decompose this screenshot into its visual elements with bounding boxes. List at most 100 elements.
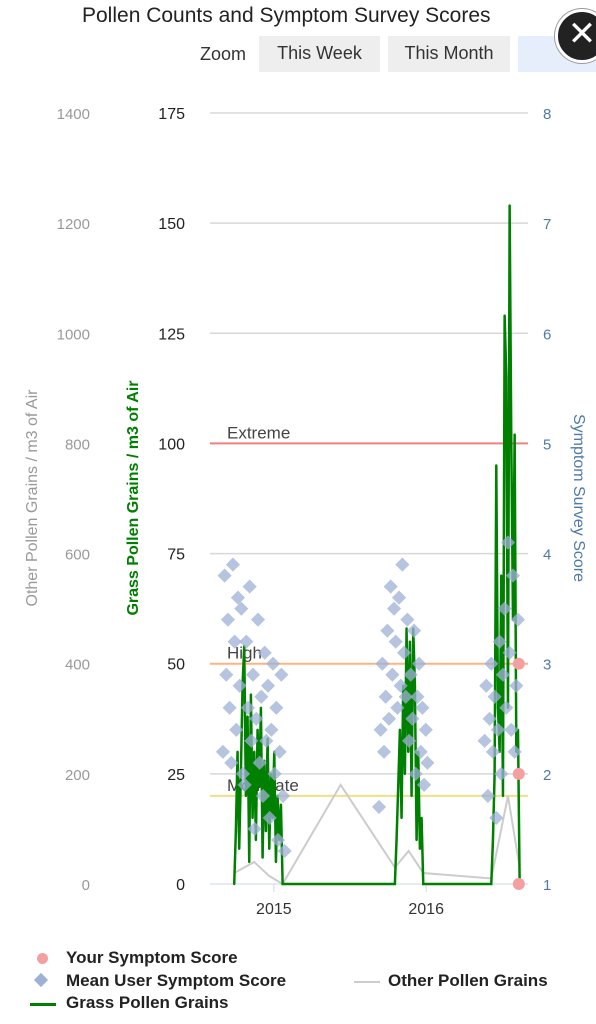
grass-axis-tick-label: 50 (167, 657, 185, 674)
mean-symptom-point (510, 612, 526, 627)
grass-pollen-point (261, 856, 264, 859)
zoom-label: Zoom (200, 44, 247, 64)
zoom-this-month-button[interactable]: This Month (388, 36, 510, 72)
other-axis-tick-label: 1000 (57, 326, 90, 343)
mean-symptom-point (406, 623, 422, 638)
grass-pollen-point (234, 829, 238, 833)
grass-pollen-point (248, 860, 251, 864)
grass-pollen-point (407, 750, 410, 754)
chart-title: Pollen Counts and Symptom Survey Scores (82, 4, 491, 27)
legend-grass-pollen-label: Grass Pollen Grains (66, 993, 229, 1012)
grass-pollen-point (405, 627, 408, 630)
grass-pollen-point (268, 847, 271, 850)
mean-symptom-point (393, 678, 408, 693)
grass-pollen-point (249, 693, 253, 696)
other-axis-tick-label: 600 (65, 547, 90, 564)
mean-symptom-point (487, 689, 502, 704)
mean-symptom-point (232, 678, 247, 693)
mean-symptom-point (222, 700, 237, 715)
grass-pollen-point (410, 794, 413, 798)
legend-mean-symptom-label: Mean User Symptom Score (66, 971, 287, 990)
grass-axis-tick-label: 125 (158, 326, 185, 343)
mean-symptom-point (507, 744, 522, 759)
mean-symptom-point (415, 700, 430, 715)
grass-pollen-point (415, 838, 418, 842)
your-symptom-point (512, 878, 525, 890)
mean-symptom-point (500, 535, 516, 550)
mean-symptom-point (262, 810, 277, 825)
mean-symptom-point (227, 634, 242, 649)
other-axis-tick-label: 800 (65, 436, 90, 453)
mean-symptom-point (237, 777, 252, 792)
grass-pollen-point (505, 376, 508, 379)
mean-symptom-point (418, 722, 433, 737)
mean-symptom-point (420, 755, 435, 770)
grass-pollen-point (238, 847, 241, 850)
mean-symptom-point (275, 788, 291, 803)
grass-pollen-point (397, 785, 400, 789)
grass-pollen-point (233, 882, 236, 886)
mean-symptom-point (371, 799, 387, 814)
mean-symptom-point (412, 656, 427, 671)
mean-symptom-point (277, 843, 292, 859)
mean-symptom-point (219, 667, 234, 682)
grass-axis-tick-label: 25 (167, 767, 185, 784)
mean-symptom-point (477, 733, 492, 748)
mean-symptom-point (254, 689, 269, 704)
mean-symptom-point (381, 711, 397, 726)
mean-symptom-point (383, 579, 398, 594)
grass-pollen-point (274, 860, 278, 864)
close-icon[interactable]: ✕ (555, 9, 596, 63)
mean-symptom-point (497, 601, 512, 616)
mean-symptom-point (390, 700, 405, 715)
grass-axis-tick-label: 150 (158, 216, 185, 233)
other-axis-tick-label: 0 (82, 877, 90, 894)
zoom-this-week-button[interactable]: This Week (259, 36, 380, 72)
grass-pollen-point (496, 706, 500, 709)
grass-pollen-point (279, 803, 283, 806)
legend-your-symptom-label: Your Symptom Score (66, 948, 238, 967)
mean-symptom-point (255, 788, 271, 803)
grass-pollen-point (281, 882, 284, 886)
mean-symptom-point (494, 766, 509, 781)
mean-symptom-point (267, 766, 282, 781)
mean-symptom-point (386, 601, 402, 616)
grass-axis-title: Grass Pollen Grains / m3 of Air (125, 380, 142, 615)
grass-pollen-point (393, 882, 397, 886)
mean-symptom-point (244, 733, 259, 748)
other-axis-tick-label: 1400 (57, 106, 90, 123)
mean-symptom-point (259, 733, 274, 748)
mean-symptom-point (235, 766, 251, 781)
other-axis-tick-label: 200 (65, 767, 90, 784)
grass-pollen-point (254, 838, 258, 842)
mean-symptom-point (239, 634, 254, 649)
grass-pollen-point (418, 847, 422, 850)
mean-symptom-point (270, 832, 286, 848)
mean-symptom-point (385, 667, 400, 682)
mean-symptom-point (234, 601, 249, 616)
line-marker-icon (30, 1003, 56, 1006)
mean-symptom-point (401, 733, 417, 748)
grass-pollen-point (422, 882, 425, 886)
mean-symptom-point (247, 821, 262, 836)
grass-pollen-point (513, 433, 516, 436)
grass-axis-tick-label: 175 (158, 106, 185, 123)
mean-symptom-point (417, 777, 432, 792)
symptom-axis-tick-label: 2 (543, 767, 551, 784)
mean-symptom-point (391, 590, 407, 605)
grass-pollen-point (508, 204, 511, 207)
mean-symptom-point (217, 568, 232, 583)
mean-symptom-point (396, 645, 412, 660)
grass-axis-tick-label: 100 (158, 436, 185, 453)
threshold-label: Extreme (227, 423, 290, 442)
mean-symptom-point (245, 667, 261, 682)
your-symptom-point (512, 767, 525, 780)
mean-symptom-point (479, 678, 494, 693)
mean-symptom-point (257, 645, 272, 660)
grass-pollen-point (264, 829, 268, 833)
mean-symptom-point (490, 722, 506, 737)
mean-symptom-point (413, 744, 428, 759)
symptom-axis-tick-label: 1 (543, 877, 551, 894)
mean-symptom-point (215, 744, 231, 759)
grass-axis-tick-label: 0 (176, 877, 185, 894)
